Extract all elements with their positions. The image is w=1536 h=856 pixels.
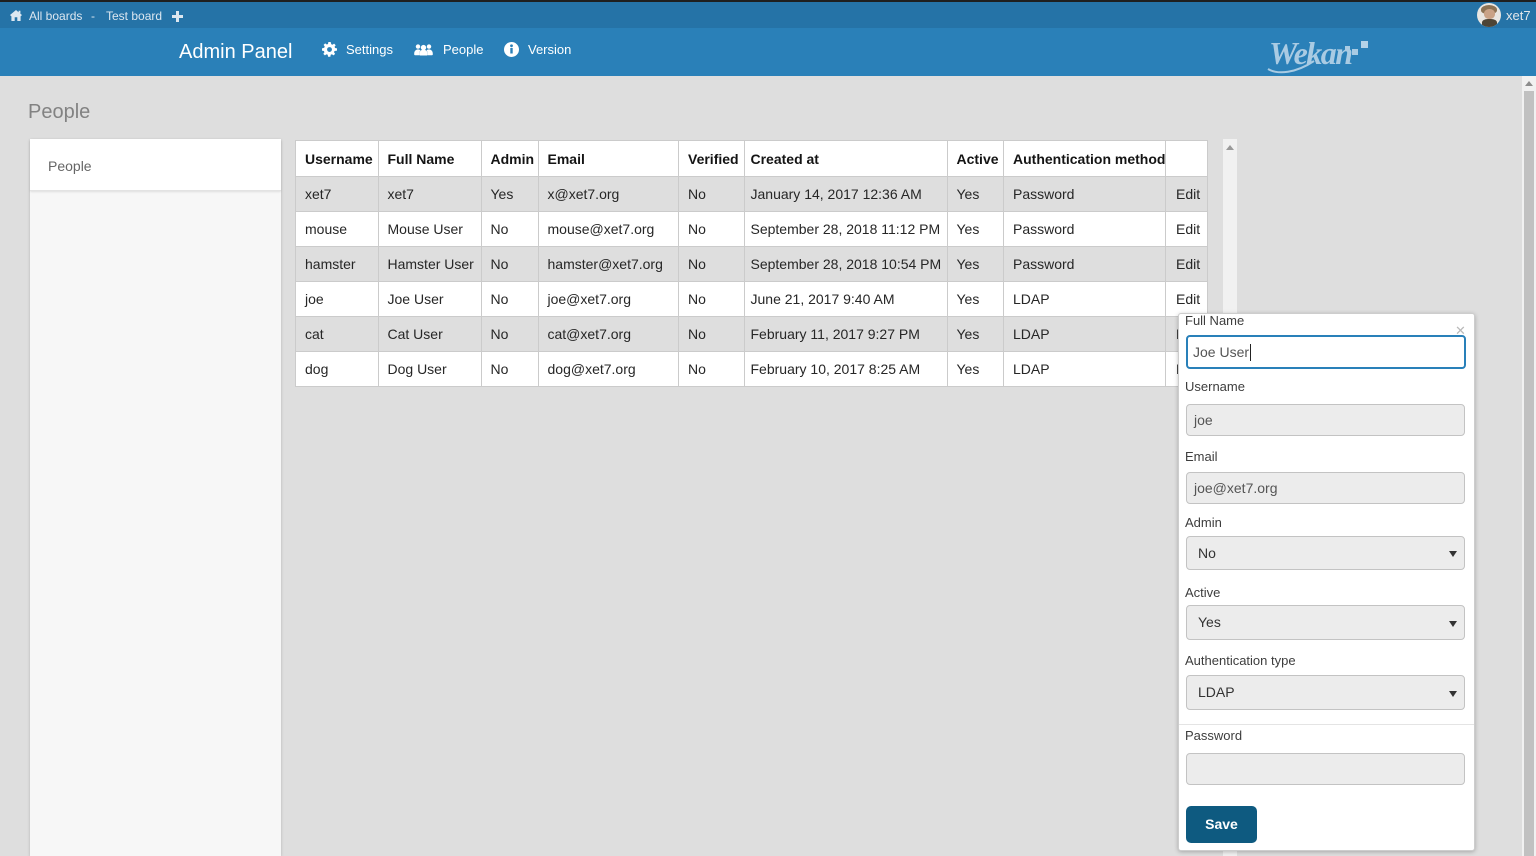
svg-text:Wekan: Wekan <box>1269 35 1352 71</box>
